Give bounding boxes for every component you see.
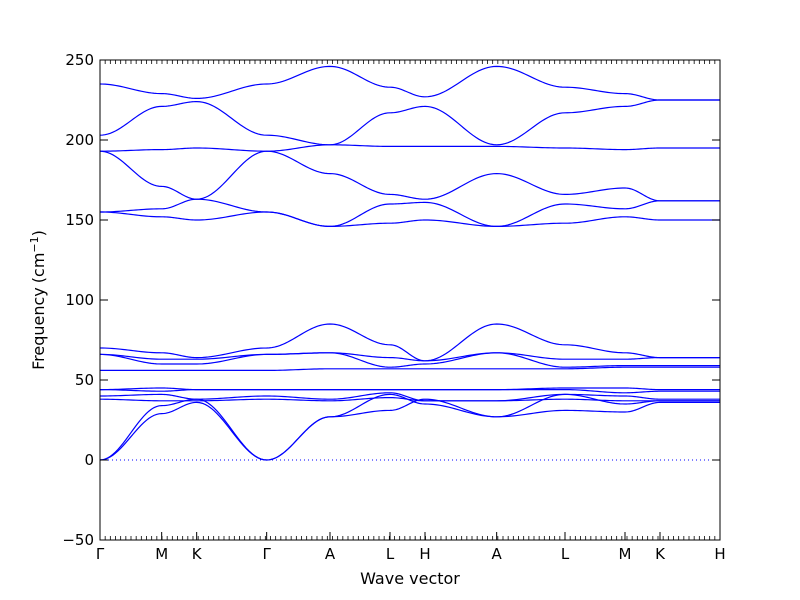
band-line-7 [99, 323, 720, 362]
y-axis-unit-base: (cm [29, 253, 48, 284]
band-line-9 [99, 352, 720, 368]
band-lines [99, 65, 720, 461]
x-tick-label: M [619, 545, 632, 563]
x-tick-label: L [561, 545, 570, 563]
plot-frame [99, 59, 721, 541]
x-tick-label: K [192, 545, 203, 563]
y-tick-label: −50 [62, 531, 94, 549]
y-tick-label: 150 [65, 211, 94, 229]
y-tick-label: 200 [65, 131, 94, 149]
x-axis-label: Wave vector [360, 569, 460, 588]
y-tick-label: 50 [75, 371, 94, 389]
y-axis-label-text: Frequency [29, 287, 48, 370]
band-line-12 [99, 389, 720, 394]
band-line-5 [99, 198, 720, 228]
x-tick-label: A [325, 545, 336, 563]
band-line-15 [99, 398, 720, 461]
band-line-2 [99, 99, 720, 146]
y-axis-unit-exp: −1 [28, 236, 41, 252]
y-axis: −50 0 50 100 150 200 250 [62, 51, 720, 549]
y-axis-unit-close: ) [29, 230, 48, 236]
x-tick-label: A [492, 545, 503, 563]
x-tick-label: Γ [96, 545, 105, 563]
band-line-13 [99, 392, 720, 402]
x-tick-label: H [419, 545, 430, 563]
y-tick-label: 250 [65, 51, 94, 69]
band-line-8 [99, 352, 720, 362]
x-tick-label: L [386, 545, 395, 563]
x-tick-label: M [155, 545, 168, 563]
x-tick-label: H [714, 545, 725, 563]
y-tick-label: 100 [65, 291, 94, 309]
band-line-1 [99, 65, 720, 101]
band-line-10 [100, 366, 720, 371]
band-line-3 [99, 144, 720, 152]
x-tick-label: K [655, 545, 666, 563]
x-tick-label: Γ [262, 545, 271, 563]
band-line-6 [99, 211, 720, 228]
y-tick-label: 0 [84, 451, 94, 469]
band-line-16 [99, 393, 720, 461]
y-axis-label: Frequency (cm−1) [28, 230, 48, 370]
band-line-4 [99, 150, 720, 202]
